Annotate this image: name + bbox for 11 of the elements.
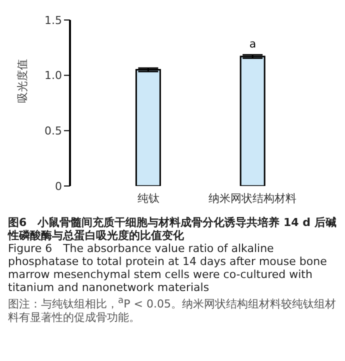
- y-tick-label: 0: [55, 180, 62, 193]
- text: Figure 6 The absorbance value ratio of alkaline phosphatase to total protein at 14 days after mouse bone marrow mesenchymal stem cells were co-cultured with titanium and nanonetwork materials: [8, 242, 328, 294]
- text: 图6 小鼠骨髓间充质干细胞与材料成骨分化诱导共培养 14 d 后碱性磷酸酶与总蛋白吸光度的比值变化: [8, 216, 337, 242]
- x-tick-label: 纯钛: [137, 192, 160, 205]
- y-axis-title: 吸光度值: [16, 59, 29, 103]
- text: 图注：与纯钛组相比，$^{a}$P < 0.05。纳米网状结构组材料较纯钛组材料有显著性的促成骨功能。: [8, 294, 337, 324]
- y-tick-label: 1.0: [44, 69, 62, 82]
- annotation: a: [249, 38, 256, 51]
- y-tick-label: 1.5: [44, 14, 62, 27]
- x-tick-label: 纳米网状结构材料: [208, 192, 297, 205]
- y-tick-label: 0.5: [44, 124, 62, 138]
